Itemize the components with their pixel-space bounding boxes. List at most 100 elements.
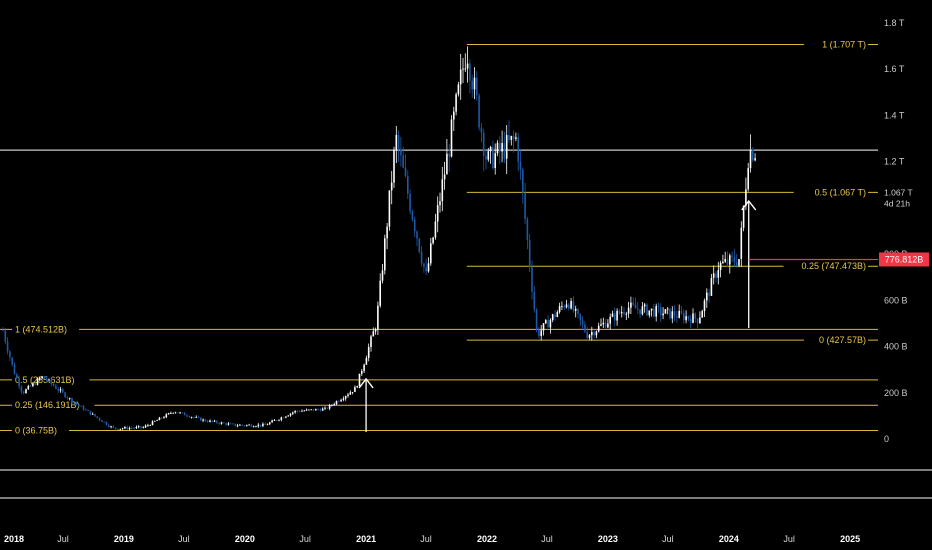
candle-body (377, 305, 379, 330)
candle-body (305, 409, 308, 411)
candle-body (662, 313, 664, 316)
candle-body (82, 406, 85, 410)
candle-body (91, 413, 94, 415)
candle-body (634, 304, 637, 309)
candle-body (409, 193, 411, 212)
candle-body (404, 167, 407, 177)
candle-body (344, 396, 347, 399)
candle-body (4, 330, 7, 342)
candle-body (522, 169, 524, 193)
candle-body (616, 310, 618, 321)
candle-body (512, 136, 515, 139)
candle-body (724, 259, 726, 262)
candle-body (595, 331, 598, 336)
candle-body (588, 335, 591, 338)
candle-body (597, 325, 600, 332)
candle-body (558, 306, 561, 313)
candle-body (319, 409, 322, 411)
candle-body (395, 134, 398, 150)
candle-body (673, 311, 676, 317)
candle-body (450, 119, 453, 157)
candle-body (163, 417, 165, 419)
candle-body (16, 374, 18, 379)
candle-body (342, 398, 345, 400)
candle-body (443, 174, 446, 180)
candle-body (680, 310, 683, 314)
candle-body (363, 364, 365, 372)
candle-body (607, 323, 609, 328)
candle-body (349, 392, 352, 395)
candle-body (754, 158, 756, 161)
candle-body (80, 405, 82, 407)
candle-body (165, 414, 168, 418)
candle-body (303, 410, 306, 412)
candle-body (547, 320, 549, 328)
candle-body (50, 379, 53, 384)
candle-body (694, 313, 697, 319)
horizontal-lines[interactable] (0, 149, 932, 499)
candle-body (2, 330, 4, 332)
trend-arrows[interactable] (358, 199, 757, 433)
y-tick-label: 200 B (884, 388, 908, 398)
candle-body (535, 309, 538, 330)
x-tick-label: Jul (299, 534, 311, 544)
candle-body (492, 146, 494, 169)
candle-body (542, 323, 545, 331)
x-tick-label: 2024 (719, 534, 739, 544)
candle-body (505, 135, 508, 159)
fibonacci-retracement-right[interactable]: 1 (1.707 T) 0.5 (1.067 T) 0.25 (747.473B) 0… (466, 38, 878, 347)
candle-body (620, 312, 623, 314)
candle-body (591, 332, 593, 336)
candle-body (317, 409, 319, 410)
y-tick-label: 400 B (884, 342, 908, 352)
candle-body (87, 409, 89, 411)
candle-body (526, 218, 529, 241)
x-axis: 2018 Jul 2019 Jul 2020 Jul 2021 Jul 2022 Jul 2023 J… (4, 534, 860, 544)
candle-body (457, 84, 460, 95)
candle-body (701, 311, 703, 318)
candle-body (351, 391, 354, 393)
candle-body (183, 412, 186, 416)
candle-body (434, 221, 437, 238)
candle-body (114, 427, 117, 429)
fib-label-bg (783, 260, 868, 273)
fibonacci-retracement-left[interactable]: 1 (474.512B) 0.5 (255.631B) 0.25 (146.191B… (0, 323, 878, 437)
candle-body (637, 308, 639, 310)
candle-body (425, 267, 427, 272)
candle-body (202, 419, 204, 421)
candle-body (689, 318, 692, 323)
candle-body (390, 182, 393, 191)
candle-body (55, 385, 57, 389)
candle-body (328, 405, 331, 409)
candle-body (188, 416, 191, 418)
candle-body (140, 426, 142, 428)
candle-body (356, 386, 358, 388)
candle-body (220, 422, 223, 424)
x-tick-label: Jul (178, 534, 190, 544)
candle-body (554, 314, 556, 317)
candle-body (292, 412, 294, 414)
candle-body (466, 63, 469, 69)
candle-body (528, 240, 531, 268)
candle-body (666, 308, 669, 310)
candle-body (482, 132, 485, 157)
candle-body (742, 206, 745, 228)
candle-body (441, 179, 444, 202)
candle-body (480, 127, 483, 133)
price-overlay: 776.812B 1.067 T4d 21h (748, 187, 929, 267)
price-tag[interactable] (879, 252, 929, 267)
candle-body (611, 313, 614, 317)
candle-body (310, 409, 312, 411)
candle-body (745, 189, 747, 207)
x-tick-label: 2023 (598, 534, 618, 544)
candle-body (287, 415, 289, 417)
candle-body (503, 143, 506, 159)
candle-body (423, 263, 425, 268)
candle-body (110, 426, 112, 428)
candle-body (678, 310, 680, 318)
candle-body (6, 341, 9, 352)
candle-body (149, 425, 151, 426)
candle-body (147, 425, 149, 427)
candle-body (653, 308, 655, 317)
